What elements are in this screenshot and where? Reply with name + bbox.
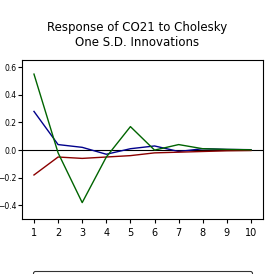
AIR_TRNS1 (105, 153, 108, 156)
EXP_VOLUME1 (32, 173, 36, 177)
Text: Response of CO21 to Cholesky
One S.D. Innovations: Response of CO21 to Cholesky One S.D. In… (47, 21, 227, 49)
CO2 (105, 155, 108, 159)
EXP_VOLUME1 (153, 151, 156, 155)
AIR_TRNS1 (249, 148, 253, 151)
EXP_VOLUME1 (129, 154, 132, 157)
EXP_VOLUME1 (201, 150, 204, 153)
AIR_TRNS1 (225, 148, 229, 151)
AIR_TRNS1 (81, 146, 84, 149)
CO2 (56, 151, 60, 155)
AIR_TRNS1 (177, 150, 180, 153)
AIR_TRNS1 (153, 144, 156, 148)
CO2 (177, 143, 180, 146)
EXP_VOLUME1 (105, 155, 108, 159)
CO2 (201, 147, 204, 150)
CO2 (249, 148, 253, 152)
Legend: AIR_TRNS1, EXP_VOLUME1, CO2: AIR_TRNS1, EXP_VOLUME1, CO2 (33, 271, 252, 274)
EXP_VOLUME1 (225, 149, 229, 152)
CO2 (153, 149, 156, 152)
AIR_TRNS1 (56, 143, 60, 146)
CO2 (81, 201, 84, 204)
EXP_VOLUME1 (56, 155, 60, 159)
EXP_VOLUME1 (81, 157, 84, 160)
AIR_TRNS1 (129, 147, 132, 150)
Line: EXP_VOLUME1: EXP_VOLUME1 (34, 150, 251, 175)
AIR_TRNS1 (201, 147, 204, 150)
EXP_VOLUME1 (249, 149, 253, 152)
Line: CO2: CO2 (34, 74, 251, 202)
CO2 (129, 125, 132, 128)
EXP_VOLUME1 (177, 150, 180, 154)
CO2 (32, 72, 36, 76)
CO2 (225, 148, 229, 151)
Line: AIR_TRNS1: AIR_TRNS1 (34, 112, 251, 154)
AIR_TRNS1 (32, 110, 36, 113)
